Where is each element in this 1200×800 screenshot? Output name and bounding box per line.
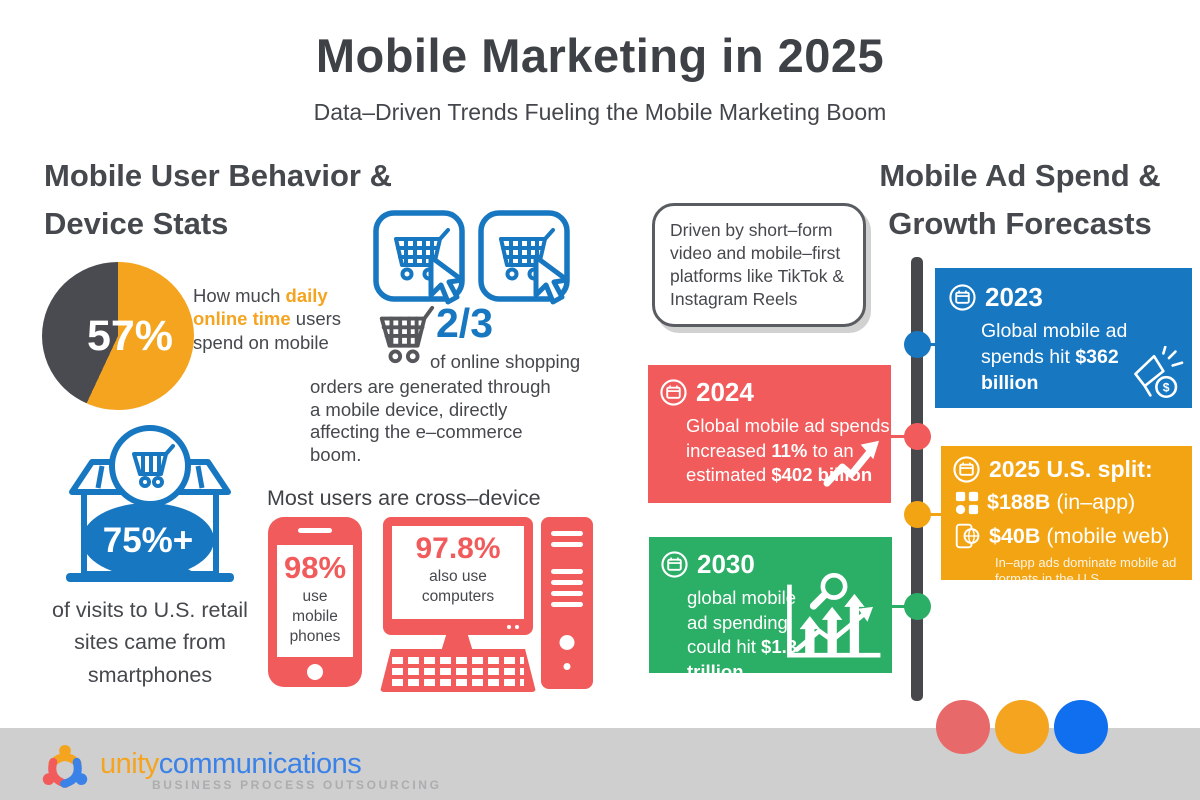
tower-vent-slot [551, 602, 583, 607]
mobileweb-label: (mobile web) [1040, 523, 1170, 548]
card-year-2030: 2030 [697, 549, 755, 579]
caption-prefix: How much [193, 285, 286, 306]
cart-square-icon [478, 210, 570, 305]
keyboard-icon [380, 649, 536, 692]
timeline-connector-2025 [920, 513, 946, 516]
storefront-cart-icon [66, 425, 234, 582]
card-header: 2023 [949, 282, 1178, 313]
daily-online-time-caption: How much daily online time users spend o… [193, 284, 347, 354]
text-part-bold: $362 billion [981, 345, 1119, 394]
keyboard-keys [392, 655, 524, 686]
cart-square-icon [373, 210, 465, 305]
calendar-icon [949, 284, 976, 311]
decorative-circle-red [936, 700, 990, 754]
timeline-dot-2030 [904, 593, 931, 620]
timeline-dot-2023 [904, 331, 931, 358]
tower-vent-slot [551, 542, 583, 547]
calendar-icon [953, 456, 980, 483]
page-title: Mobile Marketing in 2025 [315, 29, 885, 82]
brand-tagline: BUSINESS PROCESS OUTSOURCING [152, 778, 442, 792]
monitor-indicator-dot [507, 625, 511, 629]
timeline-dot-2025 [904, 501, 931, 528]
search-growth-icon [787, 573, 881, 658]
growth-arrow-icon [823, 440, 880, 487]
card-text-2023: Global mobile ad spends hit $362 billion [981, 319, 1171, 397]
calendar-icon [660, 379, 687, 406]
split-row-mobileweb: $40B (mobile web) [955, 522, 1180, 550]
tower-led [563, 663, 571, 670]
decorative-circle-blue [1054, 700, 1108, 754]
tower-vent-slot [551, 580, 583, 585]
monitor-indicator-dot [515, 625, 519, 629]
card-header: 2025 U.S. split: [953, 456, 1180, 483]
app-grid-icon [955, 491, 979, 514]
shopping-caption-body: orders are generated through a mobile de… [310, 376, 551, 465]
split-note: In–app ads dominate mobile ad formats in… [995, 555, 1177, 587]
cart-icon [379, 305, 435, 364]
tower-vent-slot [551, 569, 583, 574]
caption-suffix: users spend on mobile [193, 308, 342, 353]
inapp-value: $188B [987, 490, 1051, 514]
phone-home-button [307, 664, 323, 680]
daily-online-time-pie-chart: 57% [42, 262, 194, 410]
timeline-card-2030: 2030 global mobile ad spending could hit… [649, 537, 892, 682]
brand-second-word: communications [158, 748, 362, 780]
brand-first-word: unity [100, 748, 159, 780]
timeline-card-2024: 2024 Global mobile ad spends increased 1… [648, 365, 891, 503]
text-part: Global mobile ad spends hit [981, 320, 1128, 368]
megaphone-dollar-icon: $ [1134, 346, 1184, 399]
monitor-screen: 97.8% also use computers [392, 526, 524, 619]
computer-stat-value: 97.8% [415, 532, 501, 565]
card-header: 2024 [660, 377, 879, 408]
calendar-icon [661, 551, 688, 578]
caption-highlight: daily online time [193, 285, 328, 330]
dollar-glyph: $ [1163, 381, 1170, 395]
logo-figure-blue [60, 757, 88, 788]
text-part: Global mobile ad spends increased [686, 415, 890, 461]
computer-tower-icon [541, 517, 593, 689]
timeline-card-2023: 2023 Global mobile ad spends hit $362 bi… [935, 268, 1192, 408]
phone-screen: 98% use mobile phones [277, 545, 353, 657]
inapp-label: (in–app) [1050, 490, 1136, 514]
phone-stat-value: 98% [283, 550, 347, 585]
brand-wordmark: unitycommunications [100, 748, 362, 781]
pie-value-label: 57% [86, 311, 174, 360]
phone-stat-caption: use mobile phones [289, 588, 341, 646]
text-part: to an estimated [686, 439, 854, 486]
card-year-2024: 2024 [696, 377, 754, 407]
cross-device-heading: Most users are cross–device [267, 486, 541, 510]
phone-speaker-bar [298, 528, 332, 533]
timeline-connector-2024 [887, 435, 907, 438]
mobile-web-icon [955, 523, 980, 549]
unity-logo-icon [42, 744, 88, 788]
adspend-section-heading: Mobile Ad Spend & Growth Forecasts [879, 158, 1161, 241]
card-year-2023: 2023 [985, 282, 1043, 312]
retail-caption: of visits to U.S. retail sites came from… [52, 598, 248, 687]
timeline-connector-2030 [887, 605, 907, 608]
timeline-card-2025: 2025 U.S. split: $188B (in–app) $40B (mo… [941, 446, 1192, 586]
retail-value-label: 75%+ [102, 521, 194, 560]
text-part-bold: 11% [771, 439, 808, 461]
computer-stat-caption: also use computers [421, 568, 495, 606]
text-part: global mobile ad spending could hit [687, 587, 797, 658]
behavior-section-heading: Mobile User Behavior & Device Stats [44, 158, 392, 241]
tower-vent-slot [551, 531, 583, 536]
split-row-inapp: $188B (in–app) [955, 490, 1180, 515]
callout-speech-bubble: Driven by short–form video and mobile–fi… [652, 203, 866, 327]
timeline-dot-2024 [904, 423, 931, 450]
smartphone-icon: 98% use mobile phones [268, 517, 362, 687]
decorative-circle-yellow [995, 700, 1049, 754]
desktop-computer-icon: 97.8% also use computers [383, 517, 533, 635]
mobileweb-value: $40B [989, 523, 1041, 548]
logo-figure-red [42, 757, 70, 788]
card-title-2025: 2025 U.S. split: [989, 456, 1153, 482]
timeline-bar [911, 257, 923, 701]
shopping-fraction-value: 2/3 [436, 300, 493, 346]
tower-power-button [559, 635, 575, 650]
tower-vent-slot [551, 591, 583, 596]
shopping-caption-lead: of online shopping [430, 351, 581, 372]
page-subtitle: Data–Driven Trends Fueling the Mobile Ma… [313, 99, 887, 125]
card-header: 2030 [661, 549, 880, 580]
